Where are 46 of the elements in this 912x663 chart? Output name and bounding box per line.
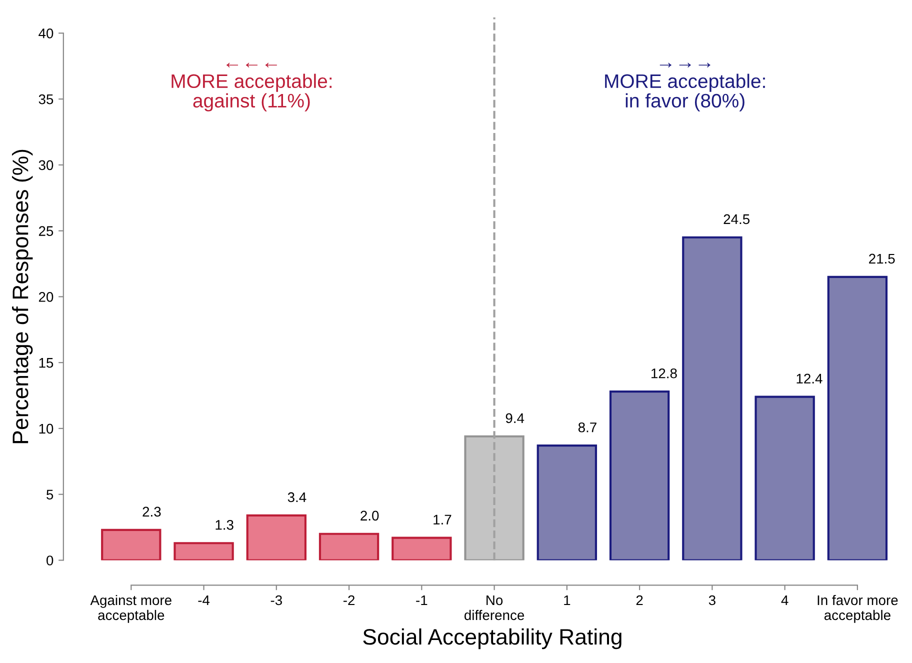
y-axis-title: Percentage of Responses (%) — [12, 150, 33, 444]
bar — [101, 528, 162, 560]
x-tick-label: Against more acceptable — [90, 594, 172, 623]
bar — [464, 435, 524, 560]
y-tick-label: 15 — [39, 358, 54, 368]
bar — [174, 542, 234, 560]
y-tick-label: 0 — [46, 556, 54, 566]
x-tick-label: 2 — [636, 595, 643, 606]
bar — [754, 396, 815, 560]
data-label: 3.4 — [288, 492, 306, 502]
annotation: ←←← MORE acceptable: against (11%) — [172, 62, 332, 112]
data-label: 12.4 — [796, 374, 822, 384]
x-tick-label: 1 — [564, 595, 570, 606]
y-tick-label: 5 — [46, 490, 54, 500]
bar — [682, 236, 742, 560]
bar — [827, 276, 888, 560]
bar — [392, 536, 452, 560]
bar — [536, 444, 598, 560]
data-label: 2.0 — [360, 510, 379, 521]
annotation: →→→ MORE acceptable: in favor (80%) — [605, 62, 765, 112]
data-label: 1.3 — [216, 520, 234, 530]
bar — [609, 390, 670, 560]
x-tick-label: 3 — [708, 595, 716, 606]
data-label: 9.4 — [506, 413, 524, 424]
x-tick-label: In favor more acceptable — [818, 594, 898, 623]
data-label: 12.8 — [652, 368, 677, 378]
y-tick-label: 30 — [38, 160, 54, 170]
bar — [318, 532, 380, 560]
data-label: 24.5 — [724, 214, 750, 224]
x-tick-label: -1 — [416, 595, 428, 606]
data-label: 1.7 — [434, 514, 452, 524]
x-tick-label: No difference — [464, 595, 524, 620]
x-axis-title: Social Acceptability Rating — [363, 628, 622, 650]
y-tick-label: 20 — [38, 292, 54, 302]
data-label: 8.7 — [578, 422, 596, 432]
y-tick-label: 35 — [38, 94, 54, 104]
y-tick-label: 40 — [38, 28, 54, 38]
x-tick-label: -4 — [198, 595, 210, 606]
x-tick-label: -2 — [343, 595, 355, 606]
data-label: 21.5 — [869, 254, 895, 264]
x-tick-label: -3 — [270, 595, 282, 606]
bar — [246, 514, 307, 560]
x-tick-label: 4 — [781, 595, 788, 606]
y-tick-label: 10 — [39, 424, 54, 434]
data-label: 2.3 — [142, 506, 161, 517]
y-tick-label: 25 — [38, 226, 54, 236]
